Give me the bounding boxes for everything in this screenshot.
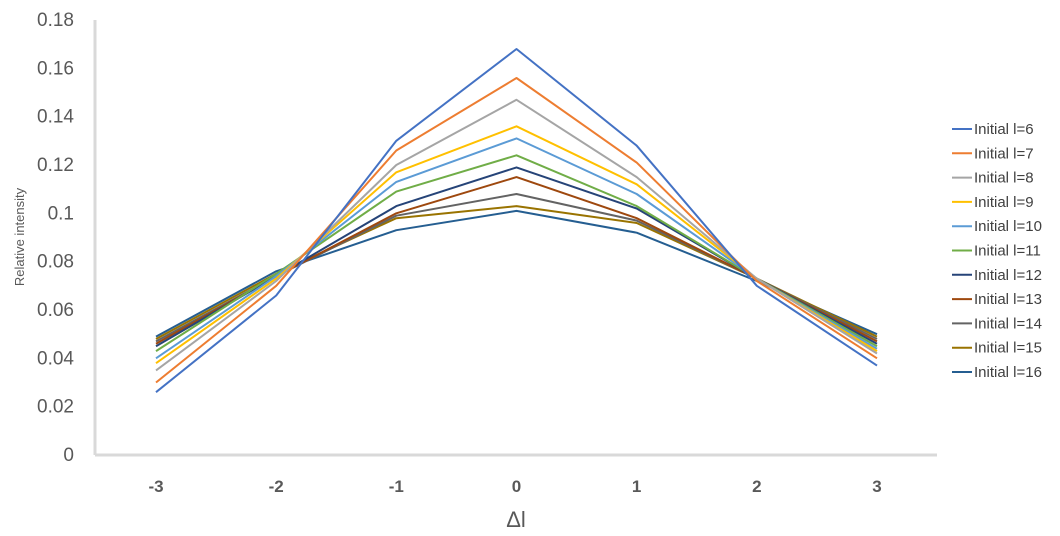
series-line [155,125,878,365]
legend-label: Initial l=16 [974,364,1042,381]
x-tick-label: 0 [512,477,521,496]
legend-label: Initial l=13 [974,291,1042,308]
x-tick-label: -2 [269,477,284,496]
legend-label: Initial l=15 [974,340,1042,357]
legend-label: Initial l=9 [974,194,1034,211]
series-line [155,154,878,352]
y-tick-label: 0 [63,445,74,466]
y-tick-label: 0.08 [37,252,74,273]
x-axis-title: Δl [506,507,526,532]
series-line [155,176,878,345]
series-line [155,209,878,338]
y-tick-label: 0.06 [37,300,74,321]
legend-label: Initial l=7 [974,145,1034,162]
x-tick-labels: -3 -2 -1 0 1 2 3 [148,477,881,496]
legend-label: Initial l=11 [974,243,1041,260]
legend-label: Initial l=8 [974,170,1034,187]
y-tick-label: 0.1 [48,203,74,224]
series-line [155,77,878,384]
x-tick-label: 1 [632,477,641,496]
legend-label: Initial l=14 [974,315,1042,332]
x-tick-label: 3 [872,477,881,496]
series-line [155,205,878,340]
y-tick-label: 0.16 [37,58,74,79]
x-tick-label: 2 [752,477,761,496]
x-tick-label: -3 [148,477,163,496]
y-tick-label: 0.04 [37,348,74,369]
series-lines [155,48,878,393]
y-axis-title: Relative intensity [12,187,27,286]
axes [93,20,937,457]
legend-label: Initial l=10 [974,218,1042,235]
y-tick-label: 0.02 [37,397,74,418]
y-tick-labels: 0 0.02 0.04 0.06 0.08 0.1 0.12 0.14 0.16 0.18 [37,10,74,466]
legend: Initial l=6 Initial l=7 Initial l=8 Initial… [952,121,1042,381]
x-tick-label: -1 [389,477,404,496]
series-line [155,98,878,372]
legend-label: Initial l=12 [974,267,1042,284]
y-tick-label: 0.14 [37,107,74,128]
y-tick-label: 0.18 [37,10,74,31]
y-tick-label: 0.12 [37,155,74,176]
legend-label: Initial l=6 [974,121,1034,138]
series-line [155,137,878,360]
series-line [155,193,878,343]
series-line [155,48,878,393]
